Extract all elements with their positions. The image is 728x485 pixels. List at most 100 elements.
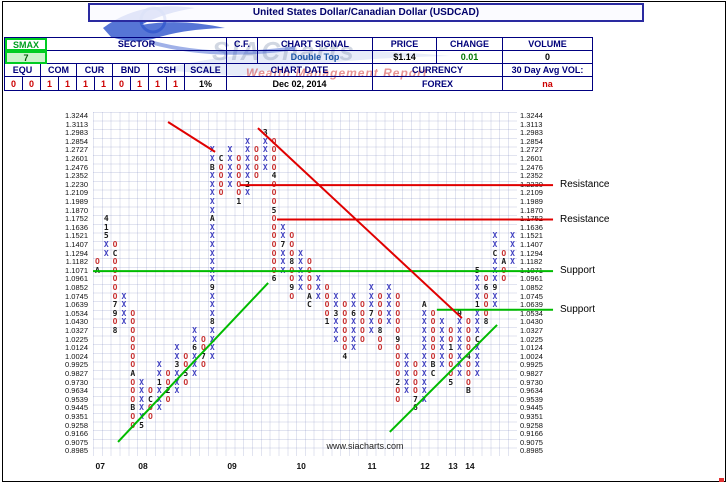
price-label-right: 1.0430 (520, 317, 543, 327)
volume-value: 0 (503, 51, 593, 64)
pf-o-glyph: O (112, 257, 118, 267)
price-label-right: 0.9730 (520, 377, 543, 387)
chart-date-header: CHART DATE (227, 64, 373, 77)
table-header-row-2: EQU COM CUR BND CSH SCALE CHART DATE CUR… (5, 64, 593, 77)
price-label-left: 1.2476 (65, 162, 88, 172)
pf-o-glyph: O (112, 283, 118, 292)
pf-x-glyph: X (209, 231, 215, 241)
pf-o-glyph: O (483, 300, 489, 310)
pf-x-glyph: X (103, 240, 109, 249)
price-label-right: 1.1870 (520, 205, 543, 215)
pf-x-glyph: X (209, 179, 215, 189)
pf-o-glyph: O (483, 274, 489, 284)
pf-x-glyph: X (227, 154, 233, 163)
pf-x-glyph: X (510, 257, 515, 267)
pf-month-mark: 4 (103, 214, 109, 224)
pf-x-glyph: X (421, 317, 427, 327)
pf-o-glyph: O (95, 257, 100, 267)
pf-x-glyph: X (209, 248, 215, 258)
flag-cell: 0 (5, 77, 23, 91)
price-label-right: 0.9925 (520, 360, 543, 370)
pf-x-glyph: X (280, 265, 286, 275)
price-label-left: 1.1071 (65, 265, 88, 275)
price-label-right: 1.2727 (520, 145, 543, 155)
year-label: 14 (465, 461, 475, 471)
pf-month-mark: 8 (483, 317, 489, 327)
pf-x-glyph: X (351, 317, 356, 327)
pf-o-glyph: O (430, 317, 436, 327)
price-label-left: 0.8985 (65, 446, 88, 456)
pf-month-mark: 8 (377, 326, 383, 335)
pf-month-mark: B (466, 386, 471, 396)
pf-o-glyph: O (483, 291, 489, 301)
pf-x-glyph: X (174, 386, 180, 396)
pf-x-glyph: X (492, 240, 498, 249)
price-label-left: 1.0024 (65, 351, 88, 361)
pf-o-glyph: O (218, 188, 224, 198)
flag-cell: 1 (59, 77, 77, 91)
pf-month-mark: A (209, 214, 215, 224)
price-label-right: 1.2109 (520, 188, 543, 198)
pf-x-glyph: X (474, 283, 480, 292)
pf-x-glyph: X (245, 145, 250, 155)
site-watermark: www.siacharts.com (326, 441, 404, 451)
price-label-right: 0.9166 (520, 429, 543, 439)
currency-header: CURRENCY (373, 64, 503, 77)
price-label-left: 1.2727 (65, 145, 88, 155)
scale-header: SCALE (185, 64, 227, 77)
pf-o-glyph: O (236, 154, 242, 163)
corner-mark (719, 478, 724, 482)
price-label-left: 1.3244 (65, 111, 88, 120)
pf-month-mark: 9 (492, 283, 498, 292)
pf-x-glyph: X (245, 154, 250, 163)
price-label-right: 1.0024 (520, 351, 543, 361)
pf-x-glyph: X (351, 326, 356, 335)
price-label-left: 1.0745 (65, 291, 88, 301)
pf-o-glyph: O (112, 291, 118, 301)
pf-x-glyph: X (298, 283, 303, 292)
price-label-right: 1.0327 (520, 326, 543, 335)
cur-header: CUR (77, 64, 113, 77)
sector-value (47, 51, 227, 64)
cf-value (227, 51, 258, 64)
year-label: 10 (296, 461, 306, 471)
pf-x-glyph: X (227, 162, 233, 172)
price-label-left: 1.0124 (65, 343, 88, 353)
change-header: CHANGE (437, 38, 503, 51)
pf-o-glyph: O (165, 394, 171, 404)
price-label-left: 0.9539 (65, 394, 88, 404)
pf-x-glyph: X (492, 231, 498, 241)
pf-o-glyph: O (501, 248, 507, 258)
pf-x-glyph: X (209, 274, 215, 284)
pf-o-glyph: O (289, 291, 295, 301)
pf-x-glyph: X (315, 291, 321, 301)
pf-x-glyph: X (439, 360, 445, 370)
pf-o-glyph: O (130, 420, 136, 430)
price-label-left: 0.9925 (65, 360, 88, 370)
pf-o-glyph: O (342, 326, 348, 335)
price-label-right: 0.9351 (520, 412, 543, 421)
pf-x-glyph: X (209, 171, 215, 181)
price-label-right: 1.2983 (520, 128, 543, 138)
pf-x-glyph: X (209, 240, 215, 249)
flag-cell: 1 (149, 77, 167, 91)
sector-header: SECTOR (47, 38, 227, 51)
pf-x-glyph: X (457, 317, 462, 327)
price-label-left: 1.1752 (65, 214, 88, 224)
level-labels: Resistance Resistance Support Support (560, 0, 640, 485)
price-label-right: 0.9827 (520, 369, 543, 378)
price-label-left: 0.9827 (65, 369, 88, 378)
pf-o-glyph: O (218, 162, 224, 172)
pf-month-mark: C (218, 154, 224, 163)
price-label-right: 1.2854 (520, 136, 543, 146)
pf-o-glyph: O (360, 317, 365, 327)
flag-cell: 1 (41, 77, 59, 91)
pf-o-glyph: O (236, 188, 242, 198)
pf-o-glyph: O (254, 162, 259, 172)
price-label-right: 0.9539 (520, 394, 543, 404)
pf-month-mark: 1 (103, 222, 109, 232)
pf-x-glyph: X (333, 317, 339, 327)
pf-x-glyph: X (156, 403, 162, 413)
pf-x-glyph: X (245, 188, 250, 198)
flag-cell: 0 (113, 77, 131, 91)
